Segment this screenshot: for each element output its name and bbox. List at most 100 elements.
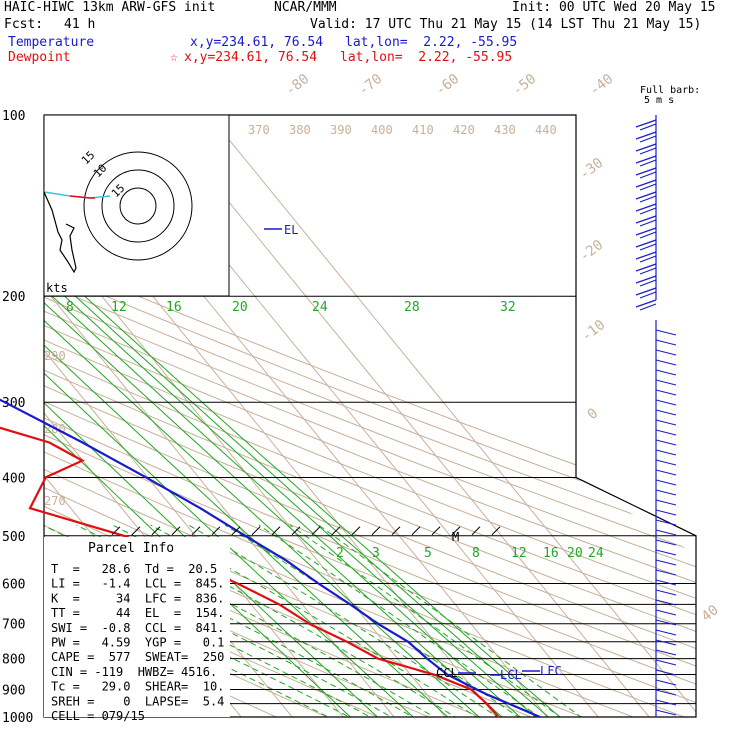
parcel-info-box: Parcel Info T = 28.6 Td = 20.5LI = -1.4 L… xyxy=(44,537,230,723)
moist-adiabat xyxy=(188,524,517,717)
dewpoint-latlon: lat,lon= 2.22, -55.95 xyxy=(340,50,513,65)
mixing-ratio-line xyxy=(44,295,494,717)
dry-adiabat xyxy=(44,115,696,717)
isotherm-label: -20 xyxy=(577,237,607,265)
mixing-ratio-line xyxy=(44,295,463,717)
isotherm-label: -40 xyxy=(587,71,617,99)
pressure-tick-400: 400 xyxy=(2,471,25,486)
pressure-tick-200: 200 xyxy=(2,290,25,305)
mixing-ratio-line xyxy=(84,295,576,717)
pressure-tick-1000: 1000 xyxy=(2,711,33,726)
isotherm-line xyxy=(208,115,696,717)
mixing-ratio-label: 32 xyxy=(500,300,516,315)
pressure-tick-600: 600 xyxy=(2,577,25,592)
pressure-tick-100: 100 xyxy=(2,109,25,124)
mixing-ratio-line xyxy=(44,295,392,717)
theta-label: 290 xyxy=(44,349,66,363)
valid-time: Valid: 17 UTC Thu 21 May 15 (14 LST Thu … xyxy=(310,17,702,32)
theta-label: 380 xyxy=(289,123,311,137)
mixing-ratio-line xyxy=(51,295,536,717)
mixing-ratio-line xyxy=(64,295,551,717)
dry-adiabat xyxy=(44,115,696,717)
parcel-row: PW = 4.59 YGP = 0.1 xyxy=(51,636,224,650)
dry-adiabat xyxy=(44,115,696,717)
pressure-tick-300: 300 xyxy=(2,396,25,411)
theta-label: 390 xyxy=(330,123,352,137)
parcel-row: TT = 44 EL = 154. xyxy=(51,606,224,620)
isotherm-label: -70 xyxy=(356,71,386,99)
dewpoint-xy: x,y=234.61, 76.54 xyxy=(184,50,318,65)
isotherm-label: -10 xyxy=(579,317,609,345)
theta-label: 270 xyxy=(44,494,66,508)
parcel-row: CELL = 079/15 xyxy=(51,709,145,723)
mixing-ratio-line xyxy=(44,295,428,717)
dry-adiabat xyxy=(44,115,357,717)
source-label: NCAR/MMM xyxy=(274,0,337,15)
dry-adiabat xyxy=(44,115,696,717)
dry-adiabat xyxy=(44,115,696,717)
mixing-ratio-label: 3 xyxy=(372,546,380,561)
dry-adiabat xyxy=(44,115,696,717)
mixing-ratio-label: 16 xyxy=(543,546,559,561)
mixing-ratio-label: 28 xyxy=(404,300,420,315)
dry-adiabat xyxy=(44,115,696,717)
barb-legend-line2: 5 m s xyxy=(644,95,675,106)
parcel-row: K = 34 LFC = 836. xyxy=(51,591,224,605)
ccl-label: CCL xyxy=(436,666,458,680)
isotherm-label: -60 xyxy=(433,71,463,99)
dewpoint-profile xyxy=(0,426,500,718)
lfc-label: LFC xyxy=(540,664,562,678)
dry-adiabat xyxy=(44,115,667,717)
dewpoint-legend: Dewpoint xyxy=(8,50,71,65)
theta-label: 400 xyxy=(371,123,393,137)
mixing-ratio-label: 8 xyxy=(66,300,74,315)
wind-barbs xyxy=(635,115,677,717)
dry-adiabat xyxy=(44,115,696,717)
mixing-ratio-label: 20 xyxy=(232,300,248,315)
lcl-label: LCL xyxy=(500,668,522,682)
dry-adiabat xyxy=(44,115,696,717)
dry-adiabat xyxy=(44,115,696,717)
parcel-row: SREH = 0 LAPSE= 5.4 xyxy=(51,694,224,708)
moist-adiabat xyxy=(150,524,497,717)
dry-adiabat xyxy=(44,115,696,717)
barb-legend-line1: Full barb: xyxy=(640,85,701,96)
el-label: EL xyxy=(284,223,298,237)
parcel-row: T = 28.6 Td = 20.5 xyxy=(51,562,217,576)
mixing-ratio-label: 24 xyxy=(312,300,328,315)
moist-adiabat xyxy=(44,524,354,717)
mixing-ratio-label: 2 xyxy=(336,546,344,561)
pressure-tick-700: 700 xyxy=(2,618,25,633)
theta-label: 440 xyxy=(535,123,557,137)
pressure-tick-500: 500 xyxy=(2,530,25,545)
theta-label: 430 xyxy=(494,123,516,137)
mixing-ratio-label: 8 xyxy=(472,546,480,561)
mixing-ratio-line xyxy=(75,295,564,717)
moist-adiabat xyxy=(289,524,579,717)
isotherm-label: -80 xyxy=(283,71,313,99)
isotherm-label: -30 xyxy=(577,155,607,183)
dry-adiabat xyxy=(44,115,696,717)
forecast-label: Fcst: xyxy=(4,17,44,32)
parcel-row: Tc = 29.0 SHEAR= 10. xyxy=(51,680,224,694)
temperature-profile xyxy=(0,398,541,719)
parcel-title: Parcel Info xyxy=(88,541,174,556)
forecast-hours: 41 h xyxy=(64,17,96,32)
m-label: M xyxy=(452,530,459,544)
theta-label: 420 xyxy=(453,123,475,137)
temperature-latlon: lat,lon= 2.22, -55.95 xyxy=(345,35,518,50)
sounding-profiles: EL M CCL LCL LFC xyxy=(0,223,562,719)
parcel-row: LI = -1.4 LCL = 845. xyxy=(51,577,224,591)
temperature-xy: x,y=234.61, 76.54 xyxy=(190,35,324,50)
parcel-row: CIN = -119 HWBZ= 4516. xyxy=(51,665,217,679)
theta-label: 370 xyxy=(248,123,270,137)
mixing-ratio-label: 5 xyxy=(424,546,432,561)
parcel-row: CAPE = 577 SWEAT= 250 xyxy=(51,650,224,664)
dry-adiabat xyxy=(44,115,615,717)
parcel-row: SWI = -0.8 CCL = 841. xyxy=(51,621,224,635)
mixing-ratio-label: 12 xyxy=(511,546,527,561)
init-time: Init: 00 UTC Wed 20 May 15 xyxy=(512,0,716,15)
model-title: HAIC-HIWC 13km ARW-GFS init xyxy=(4,0,216,15)
